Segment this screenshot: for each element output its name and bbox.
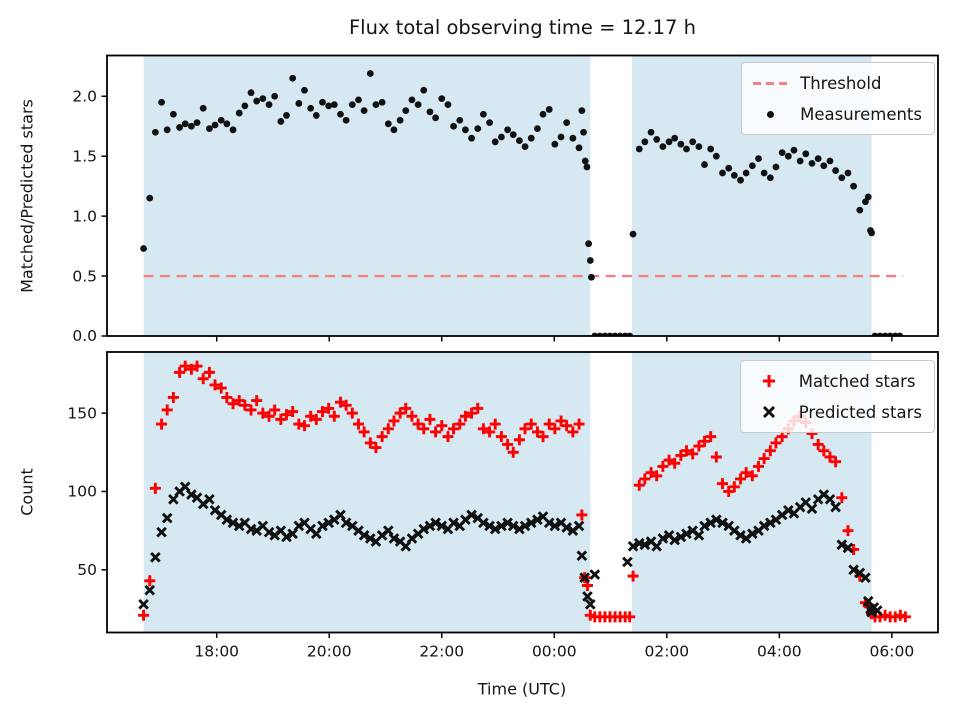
plus-marker-icon bbox=[751, 373, 787, 389]
series-matched-stars bbox=[138, 360, 911, 623]
x-marker-icon bbox=[751, 404, 787, 420]
y-tick-label: 1.0 bbox=[72, 207, 97, 225]
subplot-1: 18:00 20:00 22:00 00:00 02:00 04:00 06:00 50 100… bbox=[67, 351, 939, 661]
y-tick-label: 2.0 bbox=[72, 87, 97, 105]
y-tick-label: 150 bbox=[67, 404, 97, 422]
legend-label-threshold: Threshold bbox=[800, 73, 882, 93]
y-axis-label-top: Matched/Predicted stars bbox=[17, 99, 37, 293]
x-tick-label: 20:00 bbox=[307, 643, 352, 661]
axes-spine bbox=[106, 54, 939, 337]
measurements-dot-icon bbox=[752, 110, 788, 118]
observing-window-band bbox=[143, 55, 591, 336]
top-legend: Threshold Measurements bbox=[741, 62, 935, 135]
legend-item-predicted: Predicted stars bbox=[751, 400, 922, 424]
y-tick-label: 100 bbox=[67, 483, 97, 501]
legend-item-measurements: Measurements bbox=[752, 102, 922, 126]
legend-item-threshold: Threshold bbox=[752, 71, 922, 95]
x-axis-label: Time (UTC) bbox=[477, 679, 567, 699]
x-tick-label: 18:00 bbox=[194, 643, 239, 661]
legend-label-predicted: Predicted stars bbox=[798, 402, 922, 422]
y-tick-label: 0.0 bbox=[72, 327, 97, 345]
y-tick-label: 0.5 bbox=[72, 267, 97, 285]
y-axis-label-bottom: Count bbox=[17, 468, 37, 516]
observing-window-band bbox=[143, 352, 591, 633]
x-tick-label: 06:00 bbox=[870, 643, 915, 661]
legend-item-matched: Matched stars bbox=[751, 369, 922, 393]
series-predicted-stars bbox=[138, 481, 883, 618]
axes-spine bbox=[106, 351, 939, 634]
series-measurements bbox=[140, 70, 904, 336]
bottom-legend: Matched stars Predicted stars bbox=[739, 360, 935, 433]
threshold-dash-icon bbox=[752, 81, 788, 85]
legend-label-matched: Matched stars bbox=[798, 371, 916, 391]
x-tick-label: 02:00 bbox=[644, 643, 689, 661]
y-tick-label: 1.5 bbox=[72, 147, 97, 165]
x-tick-label: 00:00 bbox=[532, 643, 577, 661]
x-tick-label: 04:00 bbox=[757, 643, 802, 661]
y-tick-label: 50 bbox=[77, 561, 97, 579]
x-tick-label: 22:00 bbox=[419, 643, 464, 661]
legend-label-measurements: Measurements bbox=[800, 104, 922, 124]
chart-title: Flux total observing time = 12.17 h bbox=[348, 16, 697, 39]
